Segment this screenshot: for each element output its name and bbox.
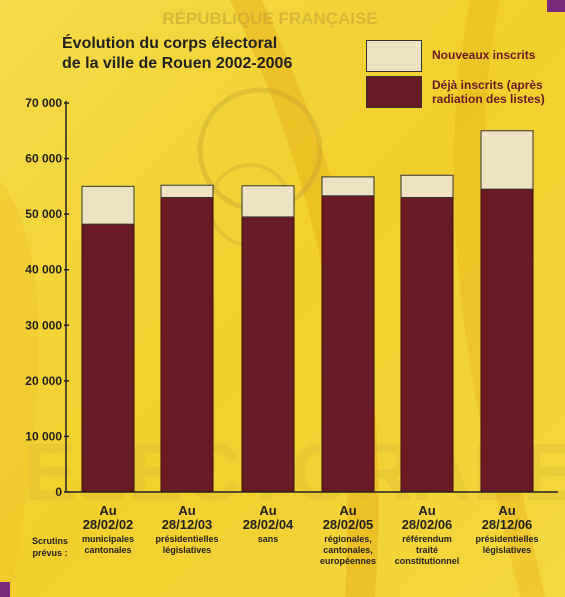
y-tick-label: 0 — [55, 485, 62, 499]
x-label-scrutin: régionales, — [324, 534, 372, 544]
bar-base-segment — [241, 216, 295, 493]
x-label-scrutin: présidentielles — [155, 534, 218, 544]
bar-new-segment — [321, 176, 375, 197]
chart-title-line1: Évolution du corps électoral — [62, 35, 278, 52]
y-tick-label: 10 000 — [25, 429, 62, 443]
y-tick-label: 40 000 — [25, 263, 62, 277]
x-label-au: Au — [498, 503, 515, 518]
x-label-scrutin: référendum — [402, 534, 452, 544]
x-label-date: 28/02/04 — [243, 517, 294, 532]
bar-base-segment — [480, 188, 534, 493]
watermark-top: RÉPUBLIQUE FRANÇAISE — [162, 9, 377, 28]
bar-base-segment — [400, 196, 454, 493]
x-label-scrutin: traité — [416, 545, 438, 555]
bar-new-segment — [480, 130, 534, 190]
x-label-date: 28/12/03 — [162, 517, 213, 532]
x-label-scrutin: sans — [258, 534, 279, 544]
scrutins-label: Scrutins prévus : — [30, 535, 70, 559]
x-label-scrutin: législatives — [163, 545, 212, 555]
bar-new-segment — [400, 174, 454, 198]
y-tick-label: 60 000 — [25, 152, 62, 166]
y-tick-label: 70 000 — [25, 96, 62, 110]
x-label-au: Au — [418, 503, 435, 518]
bar-base-segment — [81, 223, 135, 493]
x-label-au: Au — [339, 503, 356, 518]
legend-swatch-base — [366, 76, 422, 108]
scrutins-label-line2: prévus : — [32, 548, 68, 558]
x-label-au: Au — [259, 503, 276, 518]
x-label-date: 28/12/06 — [482, 517, 533, 532]
x-label-date: 28/02/02 — [83, 517, 134, 532]
x-label-scrutin: constitutionnel — [395, 556, 460, 566]
bar-new-segment — [160, 184, 214, 198]
x-label-scrutin: municipales — [82, 534, 134, 544]
scrutins-label-line1: Scrutins — [31, 536, 68, 546]
x-label-au: Au — [178, 503, 195, 518]
x-label-scrutin: législatives — [483, 545, 532, 555]
legend-swatch-new — [366, 40, 422, 72]
x-label-au: Au — [99, 503, 116, 518]
x-label-scrutin: cantonales, — [323, 545, 373, 555]
x-label-date: 28/02/05 — [323, 517, 374, 532]
y-tick-label: 30 000 — [25, 318, 62, 332]
y-tick-label: 20 000 — [25, 374, 62, 388]
bar-new-segment — [81, 185, 135, 225]
legend-label-base-line2: radiation des listes) — [432, 92, 545, 106]
chart-title-line2: de la ville de Rouen 2002-2006 — [62, 55, 293, 72]
x-label-scrutin: européennes — [320, 556, 376, 566]
x-label-scrutin: présidentielles — [475, 534, 538, 544]
x-label-date: 28/02/06 — [402, 517, 453, 532]
bar-base-segment — [160, 196, 214, 493]
x-label-scrutin: cantonales — [84, 545, 131, 555]
legend-label-new: Nouveaux inscrits — [432, 48, 536, 62]
legend-label-base-line1: Déjà inscrits (après — [432, 78, 543, 92]
bar-new-segment — [241, 185, 295, 218]
y-tick-label: 50 000 — [25, 207, 62, 221]
bar-base-segment — [321, 195, 375, 493]
